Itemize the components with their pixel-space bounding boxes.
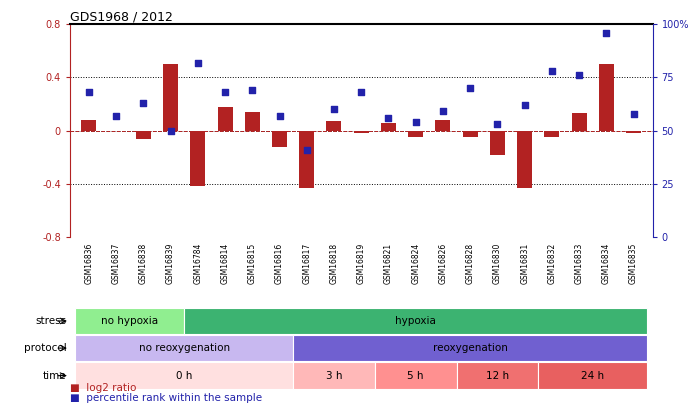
Text: 3 h: 3 h — [326, 371, 342, 381]
Bar — [490, 130, 505, 155]
Point — [328, 106, 339, 113]
Text: GSM16817: GSM16817 — [302, 243, 311, 284]
Bar — [82, 120, 96, 130]
Text: no reoxygenation: no reoxygenation — [139, 343, 230, 353]
Text: GSM16839: GSM16839 — [166, 243, 175, 284]
Text: GSM16837: GSM16837 — [112, 243, 121, 284]
Text: GSM16784: GSM16784 — [193, 243, 202, 284]
Point — [83, 89, 94, 96]
Text: GSM16836: GSM16836 — [84, 243, 94, 284]
Bar — [517, 130, 532, 188]
Bar — [75, 335, 293, 361]
Point — [574, 72, 585, 79]
Text: GSM16831: GSM16831 — [520, 243, 529, 284]
Bar — [272, 130, 287, 147]
Text: GSM16824: GSM16824 — [411, 243, 420, 284]
Point — [192, 59, 203, 66]
Text: 5 h: 5 h — [408, 371, 424, 381]
Point — [383, 115, 394, 121]
Bar — [218, 107, 232, 130]
Text: reoxygenation: reoxygenation — [433, 343, 507, 353]
Bar — [75, 308, 184, 334]
Bar — [293, 335, 647, 361]
Text: GSM16814: GSM16814 — [221, 243, 230, 284]
Text: 0 h: 0 h — [176, 371, 193, 381]
Text: GSM16835: GSM16835 — [629, 243, 638, 284]
Point — [165, 127, 176, 134]
Bar — [572, 113, 586, 130]
Point — [274, 113, 285, 119]
Bar — [599, 64, 614, 130]
Text: GSM16821: GSM16821 — [384, 243, 393, 284]
Bar — [354, 130, 369, 133]
Point — [301, 147, 312, 153]
Point — [110, 113, 121, 119]
Point — [356, 89, 367, 96]
Text: 24 h: 24 h — [581, 371, 604, 381]
Point — [519, 102, 530, 109]
Text: ■  percentile rank within the sample: ■ percentile rank within the sample — [70, 393, 262, 403]
Point — [138, 100, 149, 106]
Bar — [408, 130, 423, 137]
Bar — [327, 122, 341, 130]
Point — [410, 119, 422, 126]
Text: time: time — [43, 371, 66, 381]
Text: ■  log2 ratio: ■ log2 ratio — [70, 383, 136, 393]
Bar — [245, 112, 260, 130]
Text: no hypoxia: no hypoxia — [101, 316, 158, 326]
Bar — [463, 130, 477, 137]
Text: GSM16838: GSM16838 — [139, 243, 148, 284]
Point — [628, 111, 639, 117]
Bar — [381, 123, 396, 130]
Bar — [184, 308, 647, 334]
Text: GSM16834: GSM16834 — [602, 243, 611, 284]
Point — [547, 68, 558, 75]
Point — [601, 30, 612, 36]
Text: GSM16830: GSM16830 — [493, 243, 502, 284]
Bar — [163, 64, 178, 130]
Bar — [538, 362, 647, 389]
Text: GSM16815: GSM16815 — [248, 243, 257, 284]
Text: stress: stress — [35, 316, 66, 326]
Bar — [456, 362, 538, 389]
Text: protocol: protocol — [24, 343, 66, 353]
Bar — [626, 130, 641, 133]
Text: GSM16816: GSM16816 — [275, 243, 284, 284]
Bar — [299, 130, 314, 188]
Bar — [75, 362, 293, 389]
Point — [465, 85, 476, 91]
Point — [492, 121, 503, 128]
Bar — [375, 362, 456, 389]
Text: 12 h: 12 h — [486, 371, 509, 381]
Text: hypoxia: hypoxia — [395, 316, 436, 326]
Text: GSM16818: GSM16818 — [329, 243, 339, 284]
Bar — [136, 130, 151, 139]
Bar — [293, 362, 375, 389]
Bar — [544, 130, 559, 137]
Text: GSM16819: GSM16819 — [357, 243, 366, 284]
Point — [438, 108, 449, 115]
Point — [246, 87, 258, 94]
Bar — [436, 120, 450, 130]
Text: GSM16833: GSM16833 — [574, 243, 584, 284]
Text: GSM16826: GSM16826 — [438, 243, 447, 284]
Text: GSM16832: GSM16832 — [547, 243, 556, 284]
Text: GDS1968 / 2012: GDS1968 / 2012 — [70, 10, 172, 23]
Point — [219, 89, 230, 96]
Text: GSM16828: GSM16828 — [466, 243, 475, 284]
Bar — [191, 130, 205, 186]
